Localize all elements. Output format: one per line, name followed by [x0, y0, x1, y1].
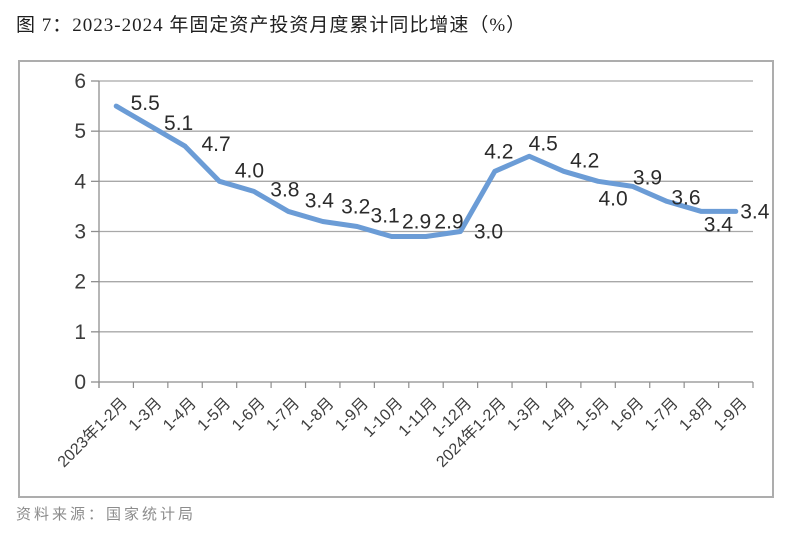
x-axis-label: 1-10月 [360, 395, 406, 441]
chart-frame: 0 1 2 3 4 5 6 2023年1-2月 1-3月 1-4月 1-5月 1-6月 1-7月 1-8月… [18, 60, 774, 498]
series-line [113, 103, 739, 240]
data-label: 3.4 [740, 200, 770, 223]
line-chart: 01234562023年1-2月1-3月1-4月1-5月1-6月1-7月1-8月… [54, 70, 770, 471]
data-label: 3.4 [704, 213, 734, 236]
data-label: 4.5 [529, 132, 558, 155]
x-axis-label: 1-7月 [642, 395, 682, 435]
x-axis-label: 2023年1-2月 [54, 394, 131, 471]
y-axis-label: 0 [74, 371, 86, 394]
x-axis-label: 1-8月 [298, 395, 338, 435]
data-label: 2.9 [434, 211, 463, 234]
y-axis-label: 6 [74, 70, 86, 93]
x-axis-label: 1-4月 [160, 395, 200, 435]
data-label: 5.1 [164, 112, 193, 135]
y-axis-label: 5 [74, 120, 86, 143]
data-label: 3.0 [474, 221, 503, 244]
x-axis-label: 1-4月 [539, 395, 579, 435]
data-label: 4.2 [570, 149, 599, 172]
x-axis-label: 1-6月 [608, 395, 648, 435]
x-axis-label: 1-5月 [573, 395, 613, 435]
data-label: 4.7 [201, 133, 230, 156]
x-axis-label: 1-3月 [126, 395, 166, 435]
x-axis-label: 1-6月 [229, 395, 269, 435]
y-axis-label: 2 [74, 271, 86, 294]
data-label: 2.9 [402, 211, 431, 234]
data-label: 4.0 [235, 159, 264, 182]
data-label: 3.9 [633, 166, 662, 189]
y-axis-label: 1 [74, 321, 86, 344]
x-axis-label: 1-8月 [676, 395, 716, 435]
y-axis-label: 3 [74, 221, 86, 244]
data-label: 3.6 [671, 186, 700, 209]
source-note: 资料来源：国家统计局 [16, 507, 197, 523]
data-label: 4.0 [599, 187, 628, 210]
data-label: 3.8 [270, 178, 299, 201]
figure-title: 图 7：2023-2024 年固定资产投资月度累计同比增速（%） [16, 15, 527, 36]
data-label: 3.4 [305, 189, 335, 212]
x-axis-label: 1-9月 [711, 395, 751, 435]
x-axis-label: 1-5月 [195, 395, 235, 435]
x-axis-label: 1-3月 [504, 395, 544, 435]
data-label: 3.1 [371, 204, 400, 227]
data-label: 3.2 [341, 195, 370, 218]
data-label: 5.5 [131, 92, 160, 115]
data-label: 4.2 [484, 140, 513, 163]
x-axis-label: 1-7月 [263, 395, 303, 435]
y-axis-label: 4 [74, 170, 86, 193]
